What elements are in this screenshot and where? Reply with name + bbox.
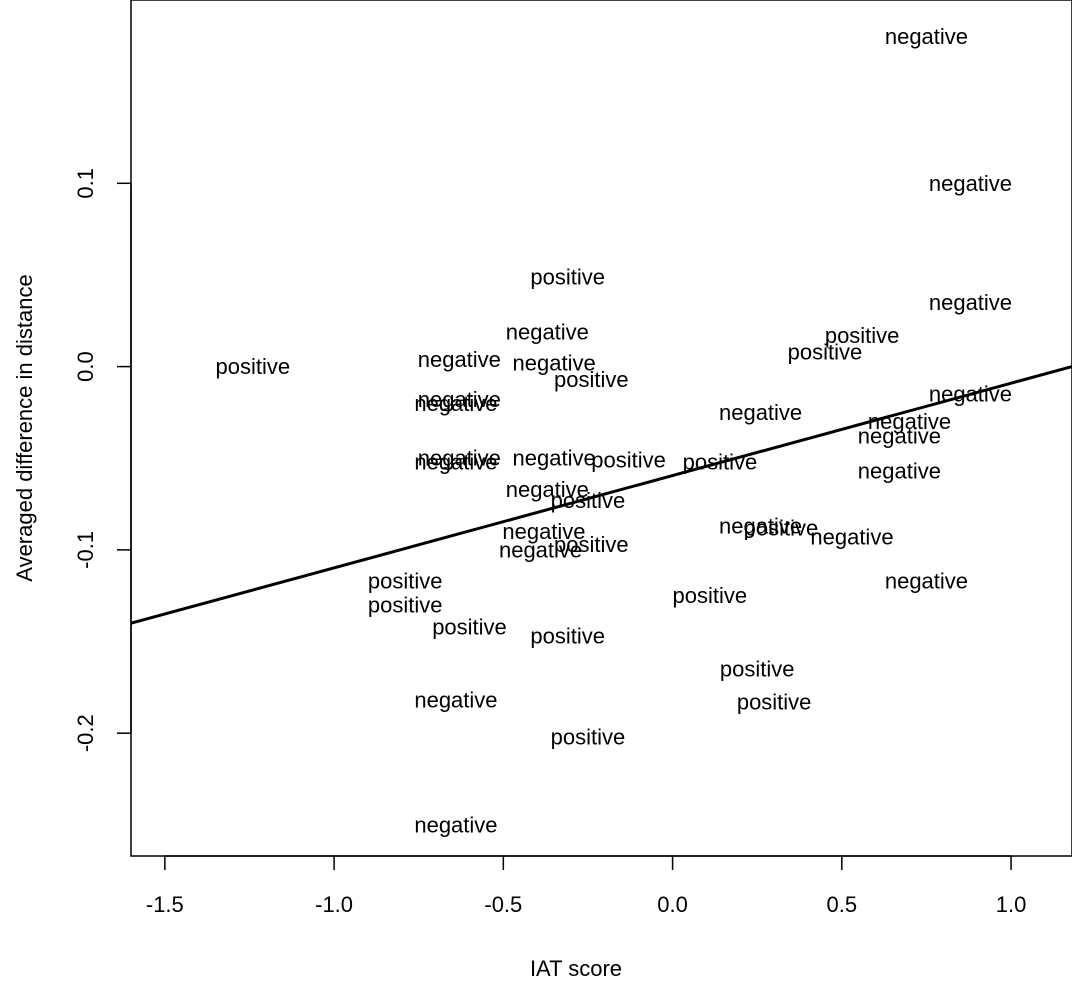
data-point-label: negative [868, 409, 951, 434]
y-tick-label: 0.1 [73, 168, 98, 199]
data-point-label: positive [737, 690, 812, 715]
x-tick-label: 0.5 [827, 892, 858, 917]
x-tick-label: 0.0 [657, 892, 688, 917]
regression-line-group [130, 365, 1072, 625]
data-point-label: negative [885, 569, 968, 594]
x-tick-label: -1.5 [146, 892, 184, 917]
data-point-label: negative [414, 812, 497, 837]
data-point-label: negative [858, 424, 941, 449]
data-point-label: positive [591, 448, 666, 473]
data-point-label: negative [418, 347, 501, 372]
data-point-label: negative [414, 391, 497, 416]
y-axis-title: Averaged difference in distance [12, 274, 37, 581]
x-axis: -1.5 -1.0 -0.5 0.0 0.5 1.0 [146, 855, 1027, 917]
data-point-label: positive [368, 592, 443, 617]
data-point-label: negative [418, 446, 501, 471]
data-point-label: negative [929, 290, 1012, 315]
x-tick-label: 1.0 [996, 892, 1027, 917]
data-point-label: negative [414, 449, 497, 474]
data-point-label: negative [858, 459, 941, 484]
data-point-label: negative [418, 387, 501, 412]
data-point-label: negative [513, 446, 596, 471]
y-tick-label: -0.2 [73, 714, 98, 752]
data-point-label: negative [719, 400, 802, 425]
x-tick-label: -0.5 [484, 892, 522, 917]
x-tick-label: -1.0 [315, 892, 353, 917]
data-point-label: negative [513, 350, 596, 375]
data-point-label: negative [506, 319, 589, 344]
data-point-label: negative [506, 477, 589, 502]
data-point-label: negative [414, 688, 497, 713]
data-point-label: positive [720, 657, 795, 682]
regression-line [130, 365, 1072, 625]
data-points: negativenegativenegativenegativenegative… [216, 24, 1012, 837]
data-point-label: positive [673, 583, 748, 608]
data-point-label: negative [885, 24, 968, 49]
data-point-label: positive [825, 323, 900, 348]
data-point-label: negative [719, 514, 802, 539]
data-point-label: positive [530, 264, 605, 289]
y-axis: -0.2 -0.1 0.0 0.1 [73, 168, 132, 752]
data-point-label: positive [554, 367, 629, 392]
data-point-label: positive [551, 724, 626, 749]
data-point-label: positive [432, 614, 507, 639]
data-point-label: positive [788, 339, 863, 364]
data-point-label: negative [929, 171, 1012, 196]
data-point-label: positive [368, 569, 443, 594]
y-tick-label: -0.1 [73, 531, 98, 569]
data-point-label: positive [530, 624, 605, 649]
data-point-label: negative [810, 525, 893, 550]
x-axis-title: IAT score [530, 956, 622, 981]
data-point-label: positive [216, 354, 291, 379]
data-point-label: negative [502, 519, 585, 544]
data-point-label: positive [744, 515, 819, 540]
y-tick-label: 0.0 [73, 351, 98, 382]
data-point-label: negative [499, 537, 582, 562]
data-point-label: positive [554, 532, 629, 557]
